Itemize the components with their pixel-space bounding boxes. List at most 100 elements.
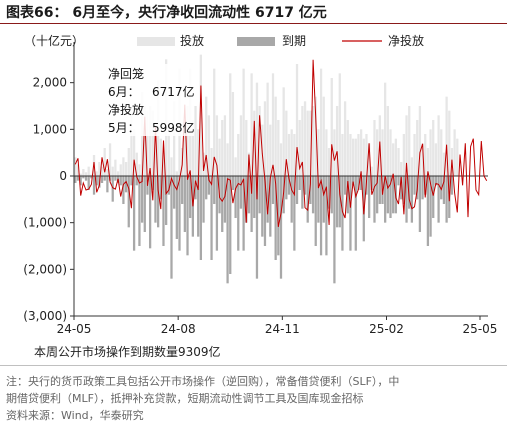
- maturity-bar: [151, 176, 154, 190]
- injection-bar: [290, 129, 293, 176]
- maturity-bar: [402, 176, 405, 204]
- maturity-bar: [346, 176, 349, 214]
- injection-bar: [74, 157, 77, 176]
- footnote-line: 期借贷便利（MLF），抵押补充贷款，短期流动性调节工具及国库现金招标: [6, 392, 364, 405]
- injection-bar: [221, 120, 224, 176]
- injection-bar: [298, 120, 301, 176]
- injection-bar: [349, 134, 352, 176]
- annotation-background: [102, 64, 194, 136]
- injection-bar: [226, 143, 229, 176]
- injection-bar: [333, 129, 336, 176]
- injection-bar: [338, 73, 341, 176]
- y-tick-label: (2,000): [23, 262, 67, 276]
- injection-bar: [210, 148, 213, 176]
- injection-bar: [186, 106, 189, 176]
- maturity-bar: [183, 176, 186, 232]
- annotation-value: 6717亿: [152, 84, 195, 99]
- injection-bar: [293, 134, 296, 176]
- x-tick-label: 25-02: [369, 322, 404, 336]
- injection-bar: [218, 138, 221, 176]
- axis-layer: 2,000 1,000 0 (1,000) (2,000) (3,000) （十亿元） 24-…: [23, 33, 497, 336]
- maturity-bar: [255, 176, 259, 279]
- maturity-bar: [202, 176, 205, 223]
- injection-bar: [116, 171, 120, 176]
- maturity-bar: [306, 176, 309, 223]
- injection-bar: [400, 162, 403, 176]
- maturity-bar: [140, 176, 144, 223]
- maturity-bar: [247, 176, 251, 214]
- maturity-bar: [194, 176, 197, 200]
- injection-bar: [389, 129, 392, 176]
- maturity-bar: [376, 176, 379, 214]
- injection-bar: [253, 110, 256, 176]
- maturity-bar: [373, 176, 376, 223]
- injection-bar: [277, 120, 280, 176]
- maturity-bar: [437, 176, 440, 223]
- injection-bar: [250, 73, 253, 176]
- maturity-bar: [405, 176, 408, 223]
- injection-bar: [282, 87, 285, 176]
- injection-bar: [130, 115, 133, 176]
- y-tick-label: 0: [59, 169, 67, 183]
- maturity-bar: [76, 176, 80, 181]
- injection-bar: [370, 166, 373, 176]
- injection-bar: [207, 115, 211, 176]
- injection-bar: [325, 129, 328, 176]
- maturity-bar: [434, 176, 438, 186]
- annotation-label: 净回笼: [108, 66, 144, 81]
- injection-bar: [354, 138, 357, 176]
- maturity-bar: [100, 176, 104, 183]
- maturity-bar: [317, 176, 320, 223]
- maturity-bar: [413, 176, 416, 195]
- injection-bar: [309, 110, 312, 176]
- injection-bar: [95, 171, 98, 176]
- injection-bar: [76, 164, 80, 176]
- maturity-bar: [418, 176, 422, 232]
- figure-title: 图表66： 6月至今，央行净收回流动性 6717 亿元: [6, 5, 327, 21]
- maturity-bar: [231, 176, 235, 190]
- injection-bar: [258, 106, 261, 176]
- y-tick-label: (1,000): [23, 216, 67, 230]
- maturity-bar: [148, 176, 152, 249]
- maturity-bar: [290, 176, 293, 223]
- maturity-bar: [178, 176, 181, 251]
- title-rule: [0, 23, 507, 24]
- maturity-bar: [127, 176, 130, 228]
- maturity-bar: [271, 176, 275, 204]
- maturity-bar: [167, 176, 170, 195]
- injection-bar: [448, 110, 451, 176]
- maturity-bar: [92, 176, 96, 195]
- injection-bar: [429, 129, 432, 176]
- maturity-bar: [335, 176, 339, 228]
- injection-bar: [287, 134, 291, 176]
- injection-bar: [351, 138, 355, 176]
- maturity-bar: [130, 176, 133, 186]
- maturity-bar: [384, 176, 387, 223]
- injection-bar: [405, 115, 408, 176]
- maturity-bar: [213, 176, 216, 204]
- injection-bar: [394, 138, 397, 176]
- maturity-bar: [338, 176, 341, 228]
- injection-bar: [421, 143, 424, 176]
- injection-bar: [127, 148, 130, 176]
- injection-bar: [368, 143, 371, 176]
- injection-bar: [384, 82, 387, 176]
- injection-bar: [132, 129, 136, 176]
- injection-bar: [159, 138, 162, 176]
- maturity-bar: [408, 176, 411, 209]
- injection-bar: [138, 164, 141, 176]
- injection-bar: [111, 166, 114, 176]
- footnote-line: 资料来源：Wind，华泰研究: [6, 409, 144, 422]
- maturity-bar: [90, 176, 93, 179]
- maturity-bar: [261, 176, 264, 237]
- maturity-bar: [349, 176, 352, 251]
- maturity-bar: [197, 176, 200, 237]
- y-tick-label: 2,000: [33, 76, 67, 90]
- maturity-bar: [82, 176, 85, 179]
- injection-bar: [263, 101, 267, 176]
- maturity-bar: [111, 176, 114, 202]
- maturity-bar: [189, 176, 192, 218]
- injection-bar: [100, 166, 104, 176]
- injection-bar: [151, 110, 154, 176]
- maturity-bar: [181, 176, 184, 204]
